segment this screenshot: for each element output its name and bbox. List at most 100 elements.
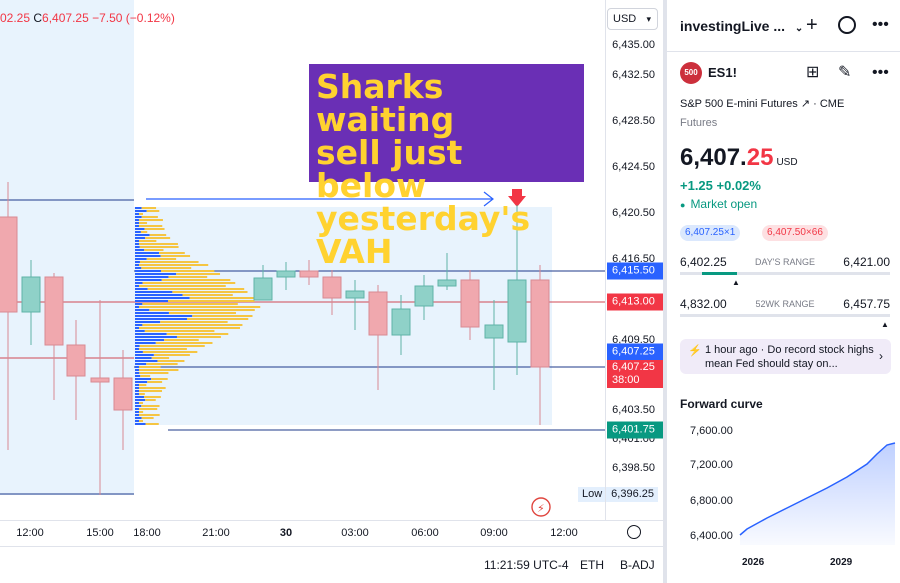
volume-bar-buy: [135, 213, 139, 215]
adjustment-toggle[interactable]: B-ADJ: [620, 558, 655, 572]
volume-bar-sell: [145, 237, 171, 239]
volume-bar-sell: [160, 255, 191, 257]
volume-bar-sell: [144, 228, 165, 230]
candle-body: [368, 291, 388, 336]
volume-bar-sell: [141, 267, 192, 269]
annotation-line-3: yesterday's VAH: [316, 199, 531, 271]
price-axis[interactable]: 6,435.00 6,432.50 6,428.50 6,424.50 6,42…: [605, 0, 663, 520]
volume-bar-sell: [164, 339, 199, 341]
candle-body: [437, 279, 457, 287]
pie-chart-icon[interactable]: [838, 16, 856, 34]
news-icon: ⚡: [688, 345, 702, 357]
countdown-timer: 38:00: [612, 374, 640, 386]
volume-bar-buy: [135, 408, 139, 410]
volume-bar-sell: [182, 294, 233, 296]
volume-bar-buy: [135, 369, 139, 371]
volume-bar-sell: [139, 402, 143, 404]
time-label: 12:00: [16, 527, 44, 539]
symbol-type: Futures: [680, 117, 718, 129]
volume-bar-sell: [139, 243, 178, 245]
price-chart[interactable]: ⚡: [0, 0, 605, 520]
volume-bar-sell: [139, 222, 148, 224]
volume-bar-sell: [139, 408, 158, 410]
volume-bar-buy: [135, 291, 173, 293]
volume-bar-buy: [135, 372, 140, 374]
volume-bar-sell: [161, 279, 231, 281]
volume-bar-sell: [144, 330, 215, 332]
watchlist-title[interactable]: investingLive ... ⌄: [680, 18, 804, 34]
clock[interactable]: 11:21:59 UTC-4: [484, 558, 569, 572]
volume-bar-sell: [172, 291, 248, 293]
currency-button[interactable]: USD: [607, 8, 658, 30]
volume-bar-sell: [142, 282, 236, 284]
volume-bar-sell: [139, 285, 226, 287]
volume-bar-sell: [151, 378, 168, 380]
volume-bar-buy: [135, 297, 190, 299]
candle-body: [414, 285, 434, 307]
candle-body: [253, 277, 273, 301]
session-toggle[interactable]: ETH: [580, 558, 604, 572]
volume-bar-buy: [135, 309, 150, 311]
volume-bar-sell: [146, 258, 177, 260]
price-axis-label: 6,409.50: [612, 334, 655, 346]
candle-body: [66, 344, 86, 377]
volume-bar-buy: [135, 294, 183, 296]
time-axis[interactable]: 12:00 15:00 18:00 21:00 30 03:00 06:00 0…: [0, 520, 663, 546]
volume-bar-buy: [135, 345, 140, 347]
annotation-text-box[interactable]: Sharks waiting sell just below yesterday…: [309, 64, 584, 268]
time-label: 30: [279, 527, 293, 539]
forward-curve-chart[interactable]: 7,600.00 7,200.00 6,800.00 6,400.00 2026…: [667, 418, 900, 578]
volume-bar-sell: [166, 333, 229, 335]
volume-bar-sell: [140, 231, 148, 233]
fc-y-label: 7,200.00: [690, 459, 733, 471]
volume-bar-buy: [135, 327, 139, 329]
fc-y-label: 7,600.00: [690, 425, 733, 437]
volume-bar-buy: [135, 243, 139, 245]
volume-bar-sell: [141, 405, 160, 407]
volume-bar-sell: [139, 345, 205, 347]
volume-bar-buy: [135, 348, 139, 350]
ohlc-legend: 02.25 C6,407.25 −7.50 (−0.12%): [0, 11, 175, 25]
volume-bar-buy: [135, 378, 152, 380]
grid-icon[interactable]: ⊞: [806, 64, 820, 81]
edit-icon[interactable]: ✎: [838, 64, 852, 81]
news-item[interactable]: ⚡ 1 hour ago · Do record stock highs mea…: [680, 339, 891, 374]
external-link-icon[interactable]: ↗: [800, 98, 811, 110]
volume-bar-buy: [135, 282, 143, 284]
volume-bar-sell: [139, 261, 199, 263]
fc-x-label: 2029: [830, 557, 853, 568]
fc-y-label: 6,400.00: [690, 530, 733, 542]
more-icon[interactable]: •••: [872, 64, 889, 81]
volume-bar-sell: [139, 219, 163, 221]
more-icon[interactable]: •••: [872, 16, 889, 33]
price-axis-label: 6,416.50: [612, 253, 655, 265]
volume-bar-sell: [145, 423, 159, 425]
volume-bar-sell: [139, 372, 169, 374]
volume-bar-sell: [139, 306, 261, 308]
volume-bar-buy: [135, 318, 187, 320]
volume-bar-buy: [135, 339, 165, 341]
chart-area[interactable]: ⚡ 02.25 C6,407.25 −7.50 (−0.12%) Sharks …: [0, 0, 658, 520]
time-label: 03:00: [341, 527, 369, 539]
candle-body: [345, 290, 365, 299]
volume-bar-sell: [141, 216, 158, 218]
volume-bar-buy: [135, 402, 139, 404]
time-label: 21:00: [202, 527, 230, 539]
symbol-ticker[interactable]: ES1!: [708, 65, 737, 80]
time-label: 15:00: [86, 527, 114, 539]
volume-bar-sell: [139, 348, 187, 350]
volume-bar-buy: [135, 270, 162, 272]
volume-bar-buy: [135, 237, 146, 239]
add-icon[interactable]: +: [806, 14, 818, 36]
volume-bar-buy: [135, 264, 139, 266]
volume-bar-buy: [135, 405, 142, 407]
volume-bar-sell: [151, 357, 170, 359]
down-arrow-marker: [508, 189, 526, 207]
candle-body: [391, 308, 411, 336]
volume-bar-sell: [159, 252, 185, 254]
volume-bar-sell: [155, 342, 213, 344]
volume-bar-buy: [135, 249, 145, 251]
panel-divider[interactable]: [663, 0, 667, 583]
volume-bar-sell: [160, 321, 228, 323]
settings-gear-icon[interactable]: [627, 525, 641, 539]
